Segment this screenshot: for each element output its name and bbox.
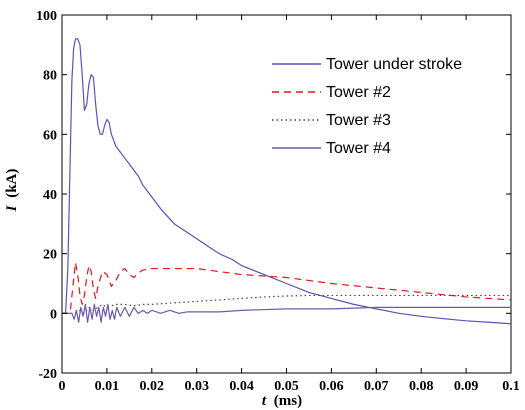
y-tick-label: 40 (43, 188, 57, 203)
y-tick-label: 20 (43, 248, 57, 263)
y-axis-unit: (kA) (4, 169, 20, 198)
x-axis-label: t (ms) (262, 393, 302, 409)
y-tick-label: 60 (43, 128, 57, 143)
legend-label-3: Tower #3 (326, 112, 391, 129)
y-tick-label: 80 (43, 69, 57, 84)
y-tick-label: -20 (38, 367, 57, 382)
series-line-2 (62, 262, 512, 314)
x-tick-label: 0.01 (95, 379, 120, 394)
x-axis-ticks: 0 0.01 0.02 0.03 0.04 0.05 0.06 0.07 0.08 0.09 0.1 (59, 15, 520, 394)
series-line-1 (62, 38, 512, 325)
series-lines (62, 38, 512, 325)
y-axis-ticks: -20 0 20 40 60 80 100 (36, 9, 511, 382)
series-line-4 (62, 303, 511, 323)
x-tick-label: 0.02 (140, 379, 165, 394)
x-tick-label: 0.06 (319, 379, 344, 394)
legend-label-4: Tower #4 (326, 140, 391, 157)
legend: Tower under stroke Tower #2 Tower #3 Tower … (272, 56, 462, 157)
x-tick-label: 0.05 (274, 379, 299, 394)
x-tick-label: 0.09 (454, 379, 479, 394)
legend-label-2: Tower #2 (326, 84, 391, 101)
x-tick-label: 0 (59, 379, 66, 394)
x-tick-label: 0.08 (409, 379, 434, 394)
y-tick-label: 0 (50, 307, 57, 322)
legend-label-1: Tower under stroke (326, 56, 462, 73)
x-axis-unit: (ms) (274, 393, 302, 409)
y-tick-label: 100 (36, 9, 57, 24)
y-axis-label: I (kA) (4, 169, 20, 213)
series-line-3 (62, 294, 511, 314)
x-tick-label: 0.03 (184, 379, 209, 394)
x-tick-label: 0.1 (502, 379, 520, 394)
x-tick-label: 0.07 (364, 379, 389, 394)
y-axis-variable: I (4, 204, 20, 212)
x-tick-label: 0.04 (229, 379, 254, 394)
x-axis-variable: t (262, 393, 267, 409)
